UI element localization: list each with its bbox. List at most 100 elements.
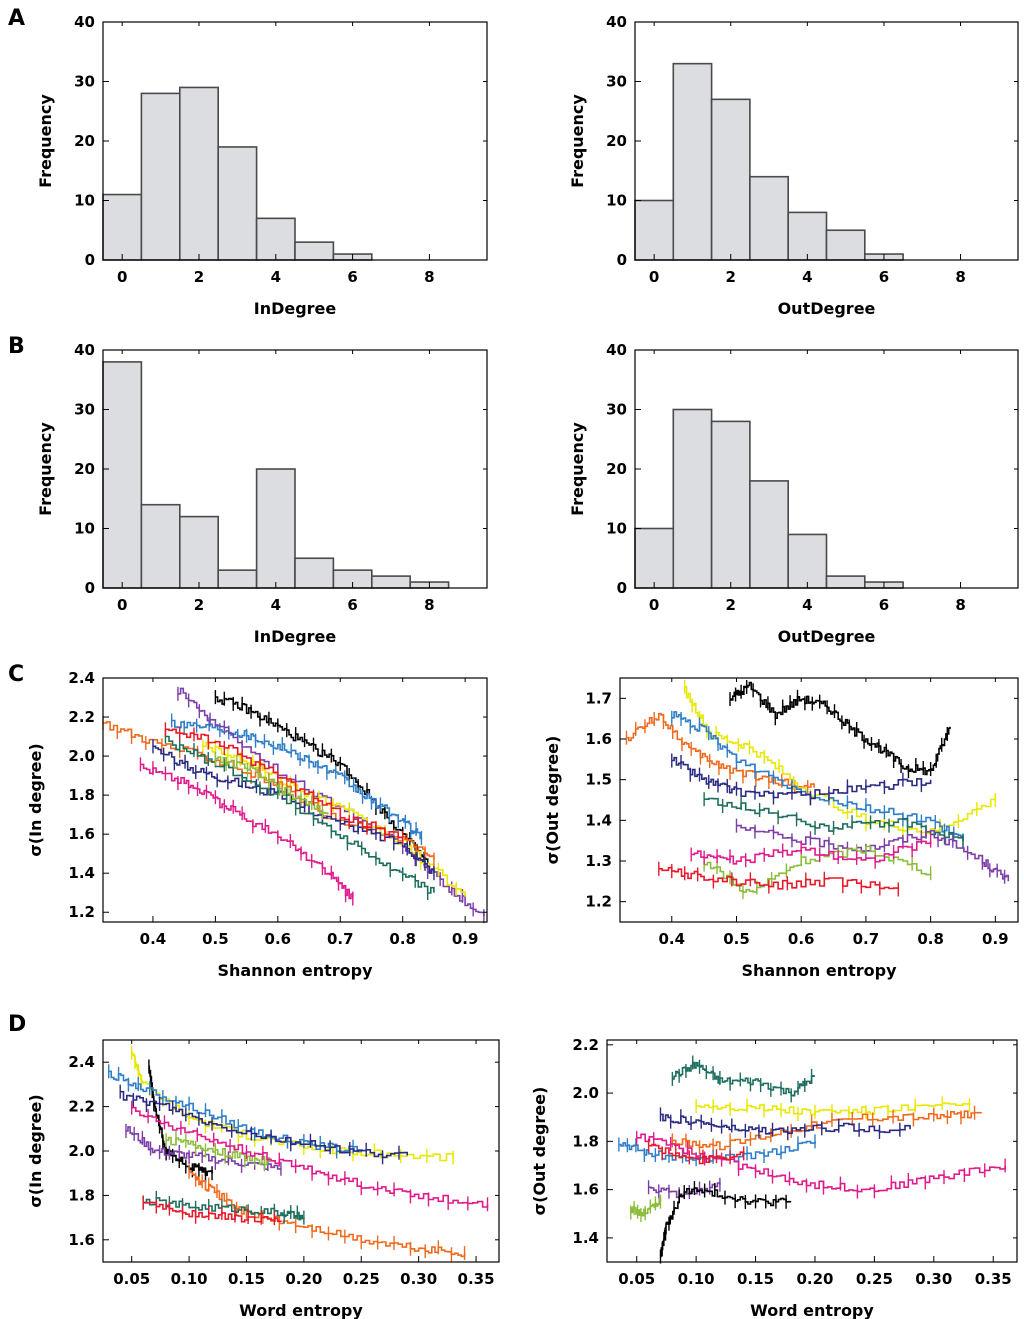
chart-8: 0.05 0.10 0.15 0.20 0.25 0.30 0.35 1.4 1.6 1.8 2.0… (530, 1036, 1018, 1319)
bar-5 (294, 241, 335, 261)
chart-7: 0.05 0.10 0.15 0.20 0.25 0.30 0.35 1.6 1.8 2.0 2.2… (26, 1039, 500, 1319)
y-tick-label: 1.4 (572, 1229, 599, 1247)
x-tick-label: 4 (271, 268, 281, 286)
x-tick-label: 0.35 (458, 1270, 495, 1288)
chart-1: 0 2 4 6 8 0 10 20 30 40 InDegree Frequency (36, 13, 488, 318)
y-tick-label: 1.8 (68, 786, 95, 804)
bar-2 (179, 86, 220, 261)
panel-label-b: B (8, 334, 25, 359)
x-tick-label: 0.30 (400, 1270, 437, 1288)
x-tick-label: 2 (726, 596, 736, 614)
series-blue (171, 719, 423, 840)
panel-label-a: A (8, 6, 26, 31)
x-tick-label: 0 (117, 268, 127, 286)
y-axis-label: σ(Out degree) (543, 736, 562, 865)
y-tick-label: 1.6 (572, 1181, 599, 1199)
chart-6: 0.4 0.5 0.6 0.7 0.8 0.9 1.2 1.3 1.4 1.5 1.6 1.7 Shan… (543, 677, 1019, 980)
y-tick-label: 2.4 (68, 1053, 95, 1071)
x-tick-label: 0.7 (853, 930, 880, 948)
series-pink (131, 1106, 489, 1208)
series-teal (672, 1061, 815, 1097)
x-tick-label: 0.8 (389, 930, 416, 948)
x-tick-label: 0.4 (140, 930, 167, 948)
y-axis-label: Frequency (36, 94, 55, 188)
bar-3 (749, 175, 790, 261)
x-tick-label: 0 (649, 596, 659, 614)
x-tick-label: 6 (879, 596, 889, 614)
series-navy (671, 756, 932, 800)
plot-frame (606, 1039, 1018, 1263)
x-tick-label: 8 (955, 596, 965, 614)
chart-3: 0 2 4 6 8 0 10 20 30 40 InDegree Frequency (36, 341, 488, 646)
bar-5 (825, 229, 866, 261)
x-tick-label: 0.6 (788, 930, 815, 948)
y-tick-label: 1.6 (585, 730, 612, 748)
chart-4: 0 2 4 6 8 0 10 20 30 40 OutDegree Frequency (568, 341, 1019, 646)
y-tick-label: 30 (606, 401, 627, 419)
series-red (143, 1201, 282, 1223)
y-tick-label: 1.7 (585, 689, 612, 707)
bar-0 (102, 193, 143, 261)
x-tick-label: 0.30 (915, 1270, 952, 1288)
y-tick-label: 2.0 (68, 1142, 95, 1160)
bar-0 (634, 199, 675, 261)
x-tick-label: 0.10 (171, 1270, 208, 1288)
bar-1 (140, 92, 181, 261)
x-tick-label: 0.10 (678, 1270, 715, 1288)
y-tick-label: 1.8 (572, 1132, 599, 1150)
x-tick-label: 4 (802, 596, 812, 614)
y-tick-label: 20 (74, 460, 95, 478)
chart-2: 0 2 4 6 8 0 10 20 30 40 OutDegree Frequency (568, 13, 1019, 318)
x-tick-label: 0.5 (723, 930, 750, 948)
y-tick-label: 0 (85, 251, 95, 269)
y-axis-label: σ(In degree) (26, 743, 45, 856)
bar-4 (787, 533, 828, 589)
y-tick-label: 10 (606, 192, 627, 210)
x-tick-label: 8 (424, 268, 434, 286)
y-tick-label: 1.4 (68, 864, 95, 882)
y-tick-label: 0 (617, 579, 627, 597)
y-axis-label: Frequency (568, 94, 587, 188)
series-pink (636, 1133, 1006, 1193)
x-tick-label: 8 (955, 268, 965, 286)
bar-2 (710, 420, 751, 589)
bar-4 (255, 468, 296, 589)
y-tick-label: 2.2 (68, 708, 95, 726)
bar-2 (179, 515, 220, 589)
x-tick-label: 6 (347, 268, 357, 286)
bar-3 (217, 569, 258, 589)
x-tick-label: 0.25 (343, 1270, 380, 1288)
x-tick-label: 4 (271, 596, 281, 614)
x-tick-label: 0.9 (982, 930, 1009, 948)
y-tick-label: 1.6 (68, 825, 95, 843)
x-tick-label: 0.9 (452, 930, 479, 948)
y-axis-label: Frequency (36, 422, 55, 516)
y-tick-label: 0 (85, 579, 95, 597)
bar-3 (217, 146, 258, 261)
x-axis-label: Word entropy (750, 1301, 874, 1319)
y-axis-label: σ(In degree) (26, 1094, 45, 1207)
bar-4 (255, 217, 296, 261)
y-tick-label: 1.2 (585, 893, 612, 911)
bar-3 (749, 480, 790, 589)
x-tick-label: 0.35 (975, 1270, 1012, 1288)
y-axis-label: σ(Out degree) (530, 1087, 549, 1216)
bar-2 (710, 98, 751, 261)
plot-frame (102, 677, 488, 923)
x-tick-label: 0.6 (265, 930, 292, 948)
bar-1 (672, 408, 713, 589)
x-tick-label: 6 (347, 596, 357, 614)
y-tick-label: 20 (606, 460, 627, 478)
bar-1 (672, 62, 713, 261)
x-tick-label: 0.20 (796, 1270, 833, 1288)
series-pink (140, 763, 354, 900)
series-orange (189, 1170, 466, 1258)
x-axis-label: InDegree (254, 299, 337, 318)
bar-4 (787, 211, 828, 261)
x-tick-label: 0.05 (113, 1270, 150, 1288)
series-yellow (131, 1052, 454, 1162)
y-tick-label: 10 (606, 520, 627, 538)
x-axis-label: Word entropy (239, 1301, 363, 1319)
x-axis-label: InDegree (254, 627, 337, 646)
